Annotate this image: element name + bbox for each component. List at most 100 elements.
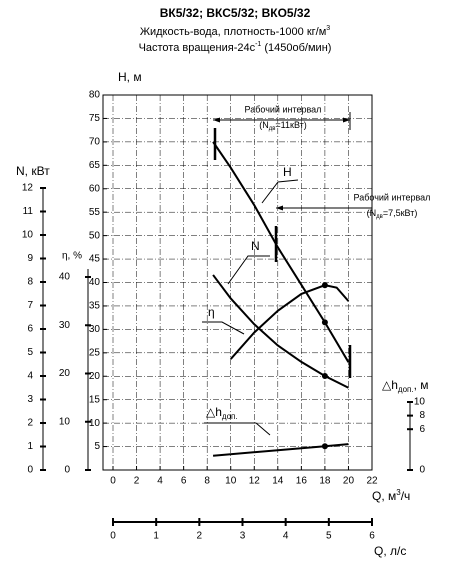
subtitle: Частота вращения-24с-1 (1450об/мин) bbox=[139, 41, 332, 54]
y-tick-label: 55 bbox=[89, 207, 101, 218]
x2-axis-label: Q, л/с bbox=[374, 544, 406, 558]
subtitle-sup: 3 bbox=[326, 25, 330, 32]
y-tick-label: 45 bbox=[89, 254, 101, 265]
leader bbox=[261, 179, 299, 204]
curve-label: N bbox=[251, 239, 260, 253]
y-tick-label: 65 bbox=[89, 160, 101, 171]
x-tick-label: 2 bbox=[134, 476, 140, 487]
y-tick-label: 5 bbox=[94, 441, 100, 452]
x-tick-label: 6 bbox=[181, 476, 187, 487]
y2-tick-label: 9 bbox=[27, 253, 33, 264]
subtitle-sup: -1 bbox=[255, 41, 261, 48]
curve bbox=[212, 443, 349, 457]
y4-tick-label: 0 bbox=[419, 465, 425, 476]
y2-tick-label: 8 bbox=[27, 277, 33, 288]
x-tick-label: 12 bbox=[249, 476, 261, 487]
y3-tick-label: 10 bbox=[59, 416, 71, 427]
point-marker bbox=[321, 443, 328, 450]
y4-tick-label: 8 bbox=[419, 410, 425, 421]
leader bbox=[204, 422, 271, 436]
x2-tick-label: 6 bbox=[369, 531, 375, 542]
annotation-text: (N bbox=[367, 208, 377, 218]
annotation-sub: дв bbox=[376, 214, 383, 220]
y3-axis-label: η, % bbox=[62, 251, 82, 262]
y-tick-label: 60 bbox=[89, 183, 101, 194]
x2-tick-label: 4 bbox=[283, 531, 289, 542]
annotation: Рабочий интервал bbox=[354, 192, 431, 202]
subtitle: Жидкость-вода, плотность-1000 кг/м3 bbox=[140, 25, 330, 38]
label-sub: доп. bbox=[398, 385, 414, 394]
label-text: /ч bbox=[401, 489, 411, 503]
y2-tick-label: 5 bbox=[27, 347, 33, 358]
arrow-heads bbox=[276, 205, 283, 211]
annotation: (Nдв=7,5кВт) bbox=[367, 208, 418, 219]
y2-tick-label: 1 bbox=[27, 441, 33, 452]
y2-tick-label: 4 bbox=[27, 371, 33, 382]
x-tick-label: 0 bbox=[110, 476, 116, 487]
y4-tick-label: 10 bbox=[414, 397, 426, 408]
y2-tick-label: 6 bbox=[27, 324, 33, 335]
y-tick-label: 70 bbox=[89, 137, 101, 148]
label-text: , м bbox=[414, 378, 429, 392]
label-sub: доп. bbox=[222, 412, 238, 421]
curve-label: η bbox=[208, 305, 215, 319]
x-tick-label: 14 bbox=[272, 476, 284, 487]
y-tick-label: 50 bbox=[89, 230, 101, 241]
y3-tick-label: 40 bbox=[59, 272, 71, 283]
label-text: △h bbox=[382, 378, 398, 392]
annotation-text: (N bbox=[259, 120, 269, 130]
point-marker bbox=[321, 319, 328, 326]
x2-tick-label: 5 bbox=[326, 531, 332, 542]
y3-tick-label: 20 bbox=[59, 368, 71, 379]
x-tick-label: 20 bbox=[343, 476, 355, 487]
y-tick-label: 15 bbox=[89, 394, 101, 405]
annotation-sub: дв bbox=[269, 126, 276, 132]
label-sup: 3 bbox=[396, 488, 401, 497]
annotation: (Nдв=11кВт) bbox=[259, 120, 307, 131]
annotation-text: =11кВт) bbox=[275, 120, 306, 130]
y3-tick-label: 30 bbox=[59, 320, 71, 331]
curve bbox=[212, 274, 349, 389]
y2-tick-label: 2 bbox=[27, 418, 33, 429]
x-axis-label: Q, м3/ч bbox=[372, 488, 410, 503]
y2-tick-label: 10 bbox=[22, 230, 34, 241]
point-marker bbox=[321, 373, 328, 379]
point-marker bbox=[321, 282, 328, 289]
y-tick-label: 20 bbox=[89, 371, 101, 382]
y4-axis-label: △hдоп., м bbox=[382, 378, 429, 394]
y2-tick-label: 11 bbox=[23, 206, 34, 217]
x-tick-label: 18 bbox=[319, 476, 331, 487]
y-tick-label: 80 bbox=[89, 90, 101, 101]
y4-tick-label: 6 bbox=[419, 424, 425, 435]
curve bbox=[229, 284, 350, 360]
leader bbox=[202, 321, 245, 335]
y3-tick-label: 0 bbox=[64, 465, 70, 476]
y-tick-label: 10 bbox=[89, 418, 101, 429]
x-tick-label: 22 bbox=[366, 476, 378, 487]
x-tick-label: 4 bbox=[157, 476, 163, 487]
subtitle-text: (1450об/мин) bbox=[261, 42, 331, 54]
y2-tick-label: 0 bbox=[27, 465, 33, 476]
y2-tick-label: 12 bbox=[22, 183, 34, 194]
y-axis-label: Н, м bbox=[118, 70, 142, 84]
x2-tick-label: 0 bbox=[110, 531, 116, 542]
label-text: Q, м bbox=[372, 489, 396, 503]
x-tick-label: 8 bbox=[204, 476, 210, 487]
subtitle-text: Частота вращения-24с bbox=[139, 42, 256, 54]
subtitle-text: Жидкость-вода, плотность-1000 кг/м bbox=[140, 26, 326, 38]
annotation-text: =7,5кВт) bbox=[383, 208, 418, 218]
leader bbox=[227, 255, 270, 285]
x-tick-label: 16 bbox=[296, 476, 308, 487]
chart-title: ВК5/32; ВКС5/32; ВКО5/32 bbox=[160, 6, 311, 20]
x2-tick-label: 2 bbox=[197, 531, 203, 542]
x-tick-label: 10 bbox=[225, 476, 237, 487]
x2-tick-label: 1 bbox=[153, 531, 159, 542]
curve-label: H bbox=[283, 165, 292, 179]
y-tick-label: 75 bbox=[89, 113, 101, 124]
y-tick-label: 30 bbox=[89, 324, 101, 335]
y-tick-label: 35 bbox=[89, 301, 101, 312]
y-tick-label: 25 bbox=[89, 347, 101, 358]
y2-axis-label: N, кВт bbox=[16, 164, 50, 178]
